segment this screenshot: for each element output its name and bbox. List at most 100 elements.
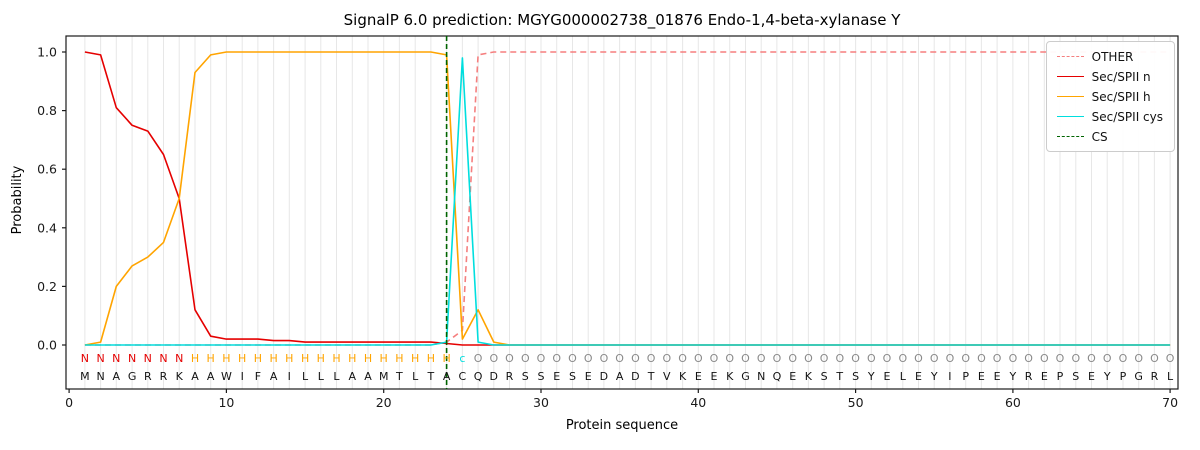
region-label: O [851,352,860,365]
x-tick-label: 10 [218,395,234,410]
legend-swatch-cs-line [1056,136,1084,137]
residue-letter: K [726,370,734,383]
residue-letter: M [379,370,389,383]
region-label: H [191,352,199,365]
residue-letter: D [631,370,639,383]
chart-title: SignalP 6.0 prediction: MGYG000002738_01… [343,11,901,29]
region-label: O [1119,352,1128,365]
region-label: O [993,352,1002,365]
residue-letter: F [255,370,261,383]
residue-letter: E [789,370,796,383]
region-label: N [159,352,167,365]
residue-letter: N [757,370,765,383]
region-label: H [238,352,246,365]
region-label: O [505,352,514,365]
region-label: H [427,352,435,365]
residue-letter: L [302,370,309,383]
region-label: O [615,352,624,365]
residue-letter: R [144,370,152,383]
residue-letter: R [160,370,168,383]
residue-letter: A [270,370,278,383]
region-label: O [568,352,577,365]
region-label: H [395,352,403,365]
residue-letter: R [506,370,514,383]
region-label: O [1087,352,1096,365]
x-tick-label: 30 [533,395,549,410]
region-label: O [489,352,498,365]
region-label: N [81,352,89,365]
residue-letter: P [1120,370,1127,383]
region-label: N [175,352,183,365]
region-label: O [788,352,797,365]
residue-letter: S [852,370,859,383]
residue-letter: Q [474,370,483,383]
legend-swatch-sec-spii-n-line [1056,76,1084,77]
residue-letter: L [900,370,907,383]
region-label: O [867,352,876,365]
region-label: O [914,352,923,365]
residue-letter: A [191,370,199,383]
residue-letter: E [695,370,702,383]
residue-letter: R [1151,370,1159,383]
residue-letter: A [443,370,451,383]
residue-letter: I [948,370,951,383]
region-label: O [1040,352,1049,365]
residue-letter: L [1167,370,1174,383]
residue-letter: L [318,370,325,383]
residue-letter: I [241,370,244,383]
residue-letter: E [585,370,592,383]
legend-label-sec-spii-h: Sec/SPII h [1091,89,1151,104]
region-label: O [678,352,687,365]
residue-letter: P [1057,370,1064,383]
x-tick-label: 20 [376,395,392,410]
residue-letter: S [821,370,828,383]
legend-item-other: OTHER [1056,49,1163,64]
region-label: O [647,352,656,365]
y-tick-label: 0.2 [37,279,57,294]
residue-letter: C [459,370,467,383]
region-label: O [521,352,530,365]
region-label: O [1166,352,1175,365]
region-label: O [1009,352,1018,365]
region-label: O [977,352,986,365]
region-label: c [459,352,465,365]
region-label: H [411,352,419,365]
y-tick-label: 0.6 [37,162,57,177]
legend-item-sec-spii-cys: Sec/SPII cys [1056,109,1163,124]
residue-letter: T [427,370,435,383]
region-label: N [112,352,120,365]
region-label: H [301,352,309,365]
region-label: H [332,352,340,365]
region-label: O [1103,352,1112,365]
legend-label-cs: CS [1091,129,1108,144]
region-label: H [317,352,325,365]
residue-letter: G [1134,370,1143,383]
residue-letter: E [711,370,718,383]
series-line-sec-spii-h [84,51,1171,346]
region-label: O [1134,352,1143,365]
residue-letter: S [1072,370,1079,383]
region-label: H [348,352,356,365]
region-label: O [537,352,546,365]
region-label: O [1056,352,1065,365]
region-label: O [1024,352,1033,365]
residue-letter: Y [1103,370,1111,383]
residue-letter: A [113,370,121,383]
residue-letter: K [679,370,687,383]
residue-letter: E [1088,370,1095,383]
region-label: O [883,352,892,365]
region-label: O [820,352,829,365]
region-label: H [364,352,372,365]
region-label: O [757,352,766,365]
region-label: H [254,352,262,365]
residue-letter: M [80,370,90,383]
residue-letter: Y [867,370,875,383]
legend-swatch-sec-spii-cys-line [1056,116,1084,117]
residue-letter: I [288,370,291,383]
legend-item-sec-spii-n: Sec/SPII n [1056,69,1163,84]
region-label: O [710,352,719,365]
residue-letter: Y [1009,370,1017,383]
region-label: O [631,352,640,365]
residue-letter: T [835,370,843,383]
